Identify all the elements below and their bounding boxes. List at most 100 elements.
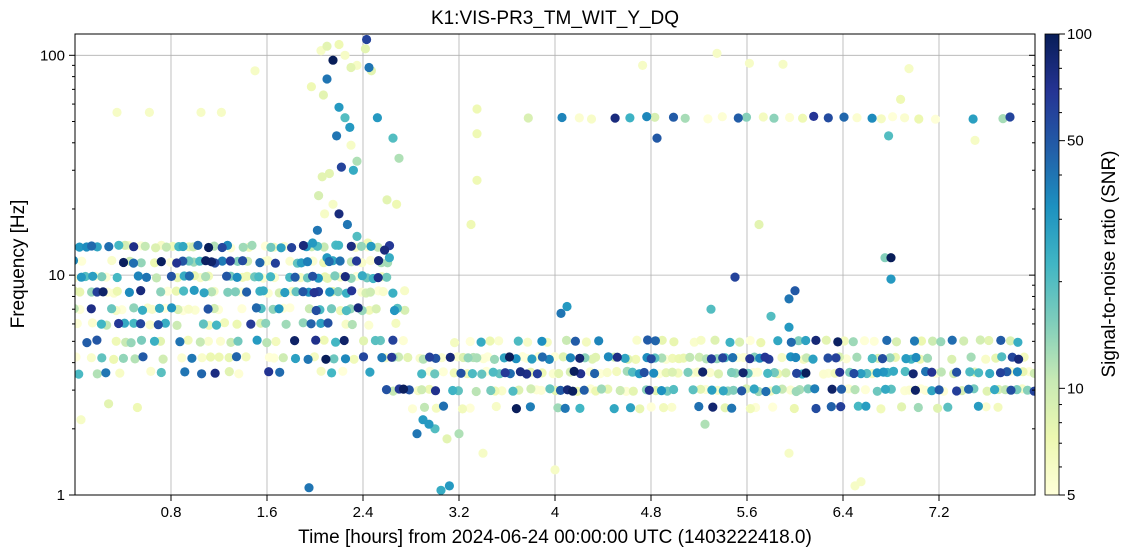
data-point: [403, 352, 413, 363]
data-point: [179, 286, 189, 296]
data-point: [372, 113, 382, 123]
data-point: [943, 402, 953, 412]
data-point: [320, 209, 330, 219]
data-point: [237, 304, 247, 314]
data-point: [781, 368, 791, 378]
data-point: [425, 352, 435, 362]
data-point: [258, 286, 268, 296]
data-point: [151, 243, 161, 253]
data-point: [147, 304, 157, 314]
data-point: [109, 354, 119, 364]
data-point: [449, 368, 459, 378]
colorbar-tick-label: 100: [1067, 26, 1092, 43]
data-point: [242, 271, 252, 281]
data-point: [137, 305, 148, 315]
data-point: [373, 273, 383, 283]
data-point: [346, 140, 356, 150]
data-point: [928, 336, 938, 346]
data-point: [587, 354, 597, 364]
data-point: [735, 337, 745, 347]
data-point: [561, 335, 572, 345]
data-point: [306, 82, 316, 92]
data-point: [270, 258, 280, 268]
data-point: [718, 386, 728, 396]
data-point: [515, 367, 526, 377]
data-point: [508, 386, 518, 396]
data-point: [172, 258, 182, 268]
data-point: [478, 448, 488, 458]
data-point: [346, 241, 356, 251]
data-point: [324, 168, 334, 179]
data-point: [129, 242, 139, 252]
data-point: [930, 114, 941, 124]
data-point: [199, 288, 209, 298]
data-point: [801, 335, 811, 346]
data-point: [560, 403, 570, 413]
data-point: [544, 354, 554, 364]
data-point: [463, 353, 473, 363]
data-point: [500, 368, 510, 378]
data-point: [400, 286, 410, 296]
data-point: [388, 288, 398, 298]
data-point: [151, 273, 162, 283]
data-point: [438, 367, 448, 377]
data-point: [791, 386, 801, 397]
data-point: [75, 369, 84, 379]
data-point: [327, 368, 337, 378]
data-point: [486, 385, 496, 396]
data-point: [338, 366, 348, 376]
data-point: [754, 219, 764, 230]
data-point: [934, 385, 944, 395]
data-point: [835, 367, 845, 377]
data-point: [970, 135, 980, 145]
data-point: [112, 272, 122, 283]
data-point: [112, 107, 122, 117]
data-point: [741, 112, 752, 122]
data-point: [382, 272, 392, 282]
data-point: [298, 287, 308, 297]
data-point: [981, 354, 991, 364]
data-point: [713, 369, 724, 379]
data-point: [126, 338, 136, 348]
data-point: [562, 301, 572, 312]
data-point: [136, 335, 147, 345]
data-point: [856, 477, 866, 487]
data-point: [649, 368, 659, 378]
data-point: [861, 401, 871, 411]
data-point: [312, 225, 322, 235]
data-point: [140, 241, 150, 251]
data-point: [75, 256, 79, 265]
data-point: [669, 337, 679, 347]
data-point: [156, 287, 166, 297]
data-point: [342, 219, 352, 230]
data-point: [975, 335, 985, 345]
data-point: [334, 102, 344, 112]
data-point: [885, 353, 895, 363]
data-point: [555, 385, 566, 395]
data-point: [195, 337, 205, 347]
data-point: [346, 62, 356, 73]
data-point: [104, 242, 114, 252]
data-point: [596, 384, 607, 394]
data-point: [374, 256, 384, 266]
data-point: [238, 256, 248, 266]
data-point: [717, 112, 727, 122]
colorbar-tick-label: 10: [1067, 380, 1084, 397]
data-point: [990, 385, 1000, 395]
data-point: [532, 369, 543, 379]
x-tick-label: 7.2: [929, 504, 950, 521]
data-point: [565, 353, 576, 363]
data-point: [877, 354, 888, 364]
data-point: [184, 271, 194, 281]
data-point: [378, 287, 388, 297]
data-point: [638, 60, 648, 70]
x-tick-label: 4.8: [641, 504, 662, 521]
data-point: [694, 401, 704, 412]
data-point: [643, 335, 653, 345]
data-point: [138, 352, 148, 362]
data-point: [219, 318, 230, 328]
data-point: [657, 353, 667, 363]
data-point: [798, 113, 808, 123]
data-point: [371, 304, 381, 314]
data-point: [730, 272, 740, 282]
